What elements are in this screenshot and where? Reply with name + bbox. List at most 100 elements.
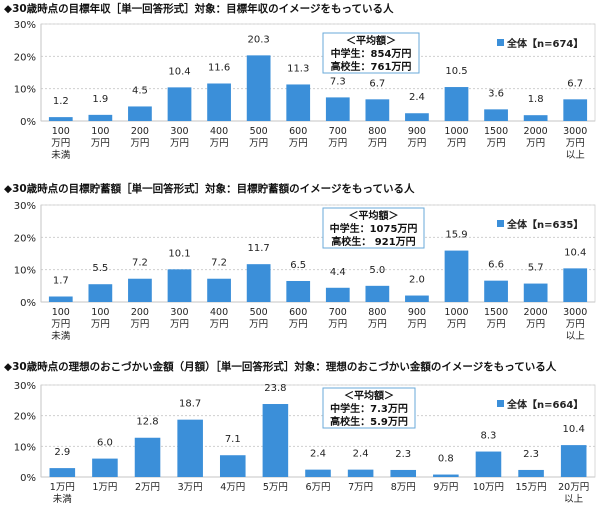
data-label: 6.7 — [369, 78, 385, 89]
x-tick-label: 1500 — [484, 126, 508, 137]
average-text: 高校生： 921万円 — [331, 235, 415, 248]
average-box — [322, 207, 425, 249]
x-tick-label: 1500 — [484, 307, 508, 318]
legend-label: 全体【n=674】 — [506, 37, 583, 50]
x-tick-label: 200 — [131, 126, 149, 137]
data-label: 2.4 — [310, 449, 326, 460]
y-tick-label: 0% — [20, 298, 36, 309]
data-label: 5.0 — [369, 265, 385, 276]
data-label: 10.4 — [563, 424, 585, 435]
x-tick-label: 20万円 — [558, 482, 589, 493]
y-tick-label: 0% — [20, 473, 36, 484]
x-tick-label: 万円 — [447, 319, 466, 330]
data-label: 2.3 — [395, 449, 411, 460]
x-tick-label: 15万円 — [516, 482, 547, 493]
x-tick-label: 800 — [368, 307, 386, 318]
x-tick-label: 万円 — [487, 138, 506, 149]
x-tick-label: 100 — [52, 126, 70, 137]
bar — [177, 419, 203, 477]
x-tick-label: 万円 — [407, 319, 426, 330]
x-tick-label: 400 — [210, 307, 228, 318]
data-label: 2.0 — [409, 275, 425, 286]
average-text: ＜平均額＞ — [349, 209, 399, 222]
data-label: 7.1 — [225, 434, 241, 445]
chart-title: ◆30歳時点の理想のおこづかい金額（月額）［単一回答形式］対象：理想のおこづかい… — [4, 360, 557, 373]
data-label: 7.2 — [132, 258, 148, 269]
x-tick-label: 600 — [289, 307, 307, 318]
bar — [390, 469, 417, 477]
x-tick-label: 以上 — [564, 494, 584, 505]
x-tick-label: 500 — [250, 307, 268, 318]
data-label: 4.5 — [132, 85, 148, 96]
x-tick-label: 900 — [408, 126, 426, 137]
x-tick-label: 万円 — [210, 319, 229, 330]
x-tick-label: 万円 — [249, 319, 268, 330]
x-tick-label: 万円 — [368, 319, 387, 330]
chart-title: ◆30歳時点の目標貯蓄額［単一回答形式］対象：目標貯蓄額のイメージをもっている人 — [4, 182, 415, 195]
x-tick-label: 10万円 — [473, 482, 504, 493]
bar — [405, 295, 429, 302]
bar — [128, 278, 152, 302]
x-tick-label: 1000 — [444, 307, 468, 318]
x-tick-label: 3000 — [563, 126, 587, 137]
x-tick-label: 以上 — [566, 331, 586, 342]
bar — [92, 458, 118, 477]
y-tick-label: 10% — [14, 85, 36, 96]
x-tick-label: 1万円 — [92, 482, 117, 493]
average-text: ＜平均額＞ — [344, 389, 394, 402]
bar — [49, 468, 76, 477]
x-tick-label: 3万円 — [178, 482, 203, 493]
x-tick-label: 100 — [52, 307, 70, 318]
x-tick-label: 未満 — [53, 493, 73, 505]
bar — [444, 87, 469, 121]
y-tick-label: 20% — [14, 52, 36, 63]
x-tick-label: 8万円 — [391, 482, 416, 493]
data-label: 0.8 — [438, 454, 454, 465]
data-label: 10.4 — [168, 66, 190, 77]
bar — [365, 285, 390, 302]
bar — [246, 264, 271, 302]
data-label: 7.3 — [330, 76, 346, 87]
legend-swatch — [497, 39, 504, 46]
average-box — [322, 387, 416, 429]
x-tick-label: 2000 — [524, 307, 548, 318]
x-tick-label: 万円 — [91, 319, 110, 330]
chart-2: ◆30歳時点の目標貯蓄額［単一回答形式］対象：目標貯蓄額のイメージをもっている人… — [4, 182, 596, 342]
x-tick-label: 4万円 — [220, 482, 245, 493]
bar — [405, 113, 429, 121]
data-label: 2.9 — [54, 447, 70, 458]
legend-swatch — [497, 400, 504, 407]
bar — [523, 283, 548, 302]
plot-frame — [40, 384, 596, 478]
x-tick-label: 万円 — [487, 319, 506, 330]
bar — [433, 474, 459, 477]
data-label: 7.2 — [211, 258, 227, 269]
data-label: 5.7 — [528, 263, 544, 274]
x-tick-label: 1000 — [444, 126, 468, 137]
average-text: 中学生：7.3万円 — [330, 402, 408, 415]
x-tick-label: 万円 — [289, 319, 308, 330]
x-tick-label: 万円 — [249, 138, 268, 149]
bar — [246, 55, 271, 121]
bar — [167, 269, 192, 302]
x-tick-label: 6万円 — [305, 482, 330, 493]
average-text: 中学生：1075万円 — [330, 222, 418, 235]
x-tick-label: 300 — [170, 126, 188, 137]
data-label: 11.6 — [208, 62, 230, 73]
bar — [128, 106, 152, 121]
bar — [88, 114, 113, 121]
data-label: 6.0 — [97, 438, 113, 449]
x-tick-label: 万円 — [130, 138, 149, 149]
average-text: ＜平均額＞ — [346, 34, 396, 47]
y-tick-label: 10% — [14, 442, 36, 453]
data-label: 10.1 — [168, 248, 190, 259]
x-tick-label: 700 — [329, 307, 347, 318]
bar — [305, 469, 331, 477]
bar — [167, 87, 192, 121]
x-tick-label: 3000 — [563, 307, 587, 318]
x-tick-label: 万円 — [130, 319, 149, 330]
data-label: 10.5 — [445, 66, 467, 77]
data-label: 3.6 — [488, 88, 504, 99]
x-tick-label: 未満 — [51, 149, 71, 161]
